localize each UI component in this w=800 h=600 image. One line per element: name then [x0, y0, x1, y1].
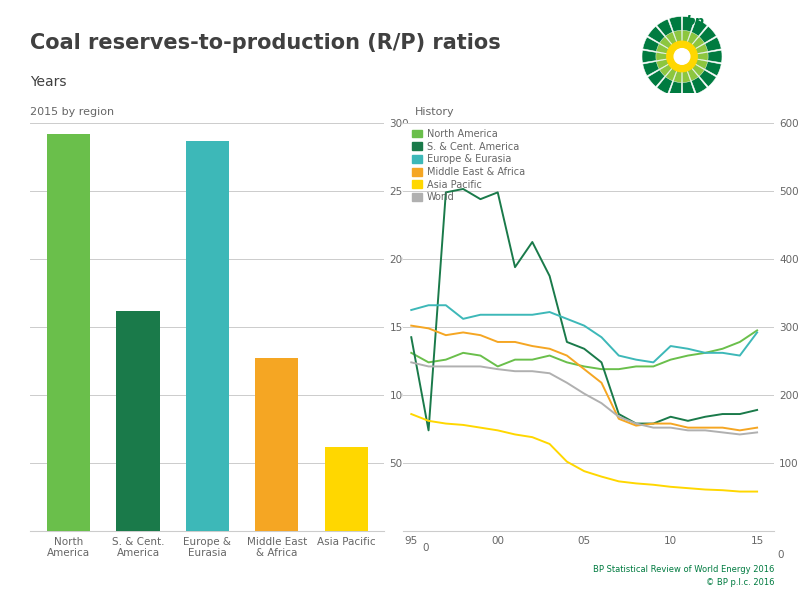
- Wedge shape: [682, 56, 698, 81]
- Legend: North America, S. & Cent. America, Europe & Eurasia, Middle East & Africa, Asia : North America, S. & Cent. America, Europ…: [411, 128, 526, 203]
- Wedge shape: [682, 26, 716, 56]
- Circle shape: [666, 41, 698, 71]
- Bar: [117, 311, 159, 531]
- Wedge shape: [682, 52, 708, 61]
- Wedge shape: [656, 52, 682, 61]
- Wedge shape: [682, 56, 707, 94]
- Wedge shape: [682, 56, 716, 86]
- Wedge shape: [682, 16, 695, 56]
- Wedge shape: [674, 56, 682, 83]
- Wedge shape: [682, 32, 698, 56]
- Circle shape: [674, 49, 690, 64]
- Text: Years: Years: [30, 75, 67, 89]
- Wedge shape: [648, 26, 682, 56]
- Wedge shape: [656, 44, 682, 56]
- Wedge shape: [669, 56, 682, 97]
- Bar: [186, 140, 229, 531]
- Wedge shape: [682, 37, 704, 56]
- Wedge shape: [682, 50, 722, 63]
- Wedge shape: [669, 16, 682, 56]
- Bar: [325, 446, 368, 531]
- Wedge shape: [660, 37, 682, 56]
- Wedge shape: [657, 56, 682, 94]
- Wedge shape: [642, 56, 682, 76]
- Wedge shape: [648, 56, 682, 86]
- Wedge shape: [657, 19, 682, 56]
- Wedge shape: [682, 56, 704, 76]
- Wedge shape: [682, 56, 722, 76]
- Wedge shape: [682, 19, 707, 56]
- Wedge shape: [682, 31, 690, 56]
- Wedge shape: [656, 56, 682, 69]
- Wedge shape: [682, 37, 722, 56]
- Wedge shape: [642, 37, 682, 56]
- Wedge shape: [642, 50, 682, 63]
- Text: Coal reserves-to-production (R/P) ratios: Coal reserves-to-production (R/P) ratios: [30, 33, 501, 53]
- Text: 0: 0: [778, 550, 784, 560]
- Wedge shape: [682, 56, 695, 97]
- Text: History: History: [414, 107, 454, 117]
- Bar: [255, 358, 298, 531]
- Wedge shape: [682, 56, 690, 83]
- Text: 0: 0: [422, 543, 429, 553]
- Wedge shape: [660, 56, 682, 76]
- Wedge shape: [674, 31, 682, 56]
- Bar: [47, 134, 90, 531]
- Wedge shape: [666, 32, 682, 56]
- Text: BP Statistical Review of World Energy 2016
© BP p.l.c. 2016: BP Statistical Review of World Energy 20…: [593, 565, 774, 587]
- Wedge shape: [682, 44, 708, 56]
- Text: bp: bp: [686, 15, 705, 28]
- Text: 2015 by region: 2015 by region: [30, 107, 114, 117]
- Wedge shape: [666, 56, 682, 81]
- Wedge shape: [682, 56, 708, 69]
